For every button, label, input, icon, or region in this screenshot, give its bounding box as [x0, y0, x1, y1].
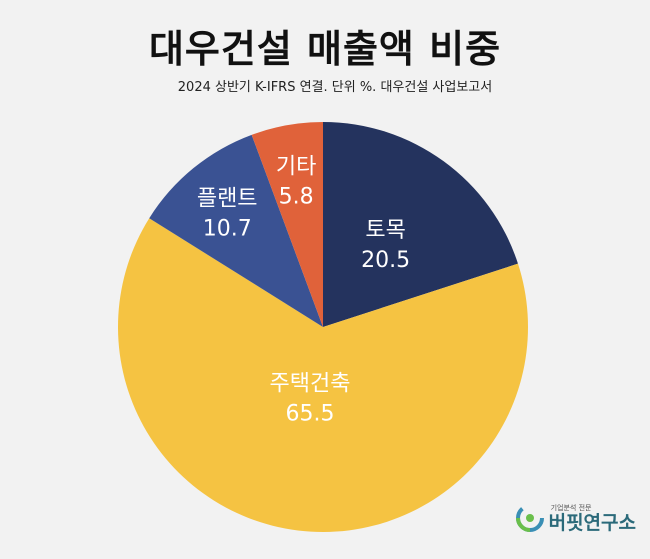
slice-label-2: 플랜트 — [197, 186, 258, 211]
slice-value-3: 5.8 — [279, 185, 314, 210]
slice-value-1: 65.5 — [285, 402, 334, 427]
slice-label-0: 토목 — [365, 218, 405, 243]
pie-slices — [118, 122, 528, 533]
logo-tagline: 기업분석 전문 — [550, 504, 592, 512]
chart-title: 대우건설 매출액 비중 — [148, 27, 502, 71]
pie-labels: 토목 20.5 주택건축 65.5 플랜트 10.7 기타 5.8 — [197, 155, 410, 427]
slice-label-3: 기타 — [276, 155, 316, 180]
slice-value-0: 20.5 — [361, 248, 410, 273]
chart-subtitle: 2024 상반기 K-IFRS 연결. 단위 %. 대우건설 사업보고서 — [177, 80, 493, 95]
slice-value-2: 10.7 — [203, 216, 252, 241]
brand-logo: 기업분석 전문 버핏연구소 — [515, 503, 636, 533]
pie-slice-3 — [251, 122, 323, 327]
pie-slice-0 — [323, 122, 518, 327]
pie-slice-2 — [149, 134, 323, 327]
logo-name: 버핏연구소 — [548, 512, 636, 534]
circular-leaf-logo-icon — [515, 504, 544, 532]
slice-label-1: 주택건축 — [269, 372, 350, 397]
pie-slice-1 — [118, 218, 528, 533]
